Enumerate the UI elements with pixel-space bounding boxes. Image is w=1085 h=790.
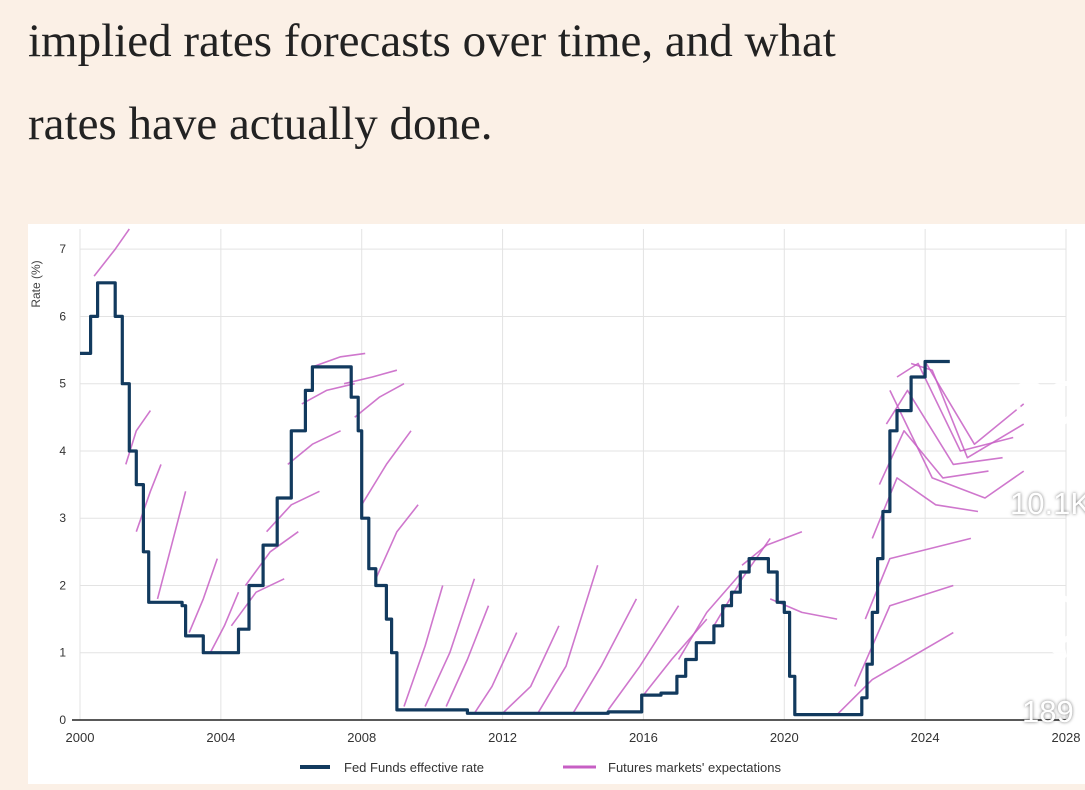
expectation-line-4 xyxy=(188,558,219,633)
expectation-line-38 xyxy=(889,390,1025,499)
expectation-line-32 xyxy=(871,477,979,539)
expectation-line-8 xyxy=(266,490,320,533)
expectation-line-31 xyxy=(864,537,972,620)
headline-line-1: implied rates forecasts over time, and w… xyxy=(28,15,836,67)
expectation-line-15 xyxy=(375,504,419,580)
x-tick-label: 2024 xyxy=(911,730,940,745)
x-tick-label: 2020 xyxy=(770,730,799,745)
y-tick-label: 0 xyxy=(59,713,66,727)
expectation-line-2 xyxy=(135,464,162,532)
y-tick-label: 6 xyxy=(59,309,66,323)
x-tick-label: 2004 xyxy=(206,730,235,745)
headline-line-2: rates have actually done. xyxy=(28,98,493,150)
expectation-line-17 xyxy=(424,578,476,707)
expectations-layer xyxy=(93,228,1025,716)
chart-card: 2000 2004 2008 2012 2016 2020 2024 2028 0 1 2 3 4 5 6 7… xyxy=(28,224,1085,784)
expectation-line-5 xyxy=(209,591,240,654)
expectation-line-9 xyxy=(287,430,341,466)
fed-funds-layer xyxy=(80,281,950,717)
expectation-line-1 xyxy=(125,410,152,465)
y-tick-label: 3 xyxy=(59,511,66,525)
expectation-line-30 xyxy=(853,584,954,687)
expectation-line-13 xyxy=(354,382,405,418)
axis-layer: 2000 2004 2008 2012 2016 2020 2024 2028 0 1 2 3 4 5 6 7 xyxy=(59,242,1080,745)
expectation-line-35 xyxy=(896,362,1014,452)
expectation-line-12 xyxy=(343,369,398,385)
expectation-line-7 xyxy=(244,531,299,586)
fed-funds-line xyxy=(80,281,950,717)
y-tick-label: 2 xyxy=(59,578,66,592)
headline: implied rates forecasts over time, and w… xyxy=(28,0,1068,166)
comment-count: 189 xyxy=(1022,694,1074,729)
expectation-line-3 xyxy=(156,491,187,600)
expectation-line-25 xyxy=(677,571,743,660)
expectation-line-29 xyxy=(836,631,954,716)
expectation-line-6 xyxy=(230,578,285,627)
expectation-line-37 xyxy=(924,361,1025,445)
expectation-line-18 xyxy=(445,605,490,707)
x-tick-label: 2000 xyxy=(66,730,95,745)
legend-label-expectations: Futures markets' expectations xyxy=(608,760,781,775)
y-tick-label: 5 xyxy=(59,377,66,391)
expectation-line-21 xyxy=(537,565,599,714)
grid-layer xyxy=(79,229,1067,720)
expectation-line-14 xyxy=(361,430,412,506)
rates-chart: 2000 2004 2008 2012 2016 2020 2024 2028 0 1 2 3 4 5 6 7… xyxy=(29,228,1080,775)
expectation-line-27 xyxy=(741,530,803,566)
y-tick-label: 1 xyxy=(59,646,66,660)
expectation-line-10 xyxy=(301,382,355,405)
comment-button[interactable] xyxy=(1010,588,1085,660)
x-tick-label: 2008 xyxy=(347,730,376,745)
like-button[interactable] xyxy=(1010,376,1085,442)
x-tick-label: 2028 xyxy=(1052,730,1081,745)
like-count: 10.1K xyxy=(1010,486,1085,521)
expectation-line-19 xyxy=(473,632,518,714)
expectation-line-34 xyxy=(885,389,1003,466)
expectation-line-11 xyxy=(312,352,366,368)
y-tick-label: 4 xyxy=(59,444,66,458)
expectation-line-20 xyxy=(502,625,560,714)
heart-icon xyxy=(1013,381,1081,439)
expectation-line-0 xyxy=(93,228,130,277)
y-axis-label: Rate (%) xyxy=(29,260,43,307)
legend-label-fed-funds: Fed Funds effective rate xyxy=(344,760,484,775)
legend: Fed Funds effective rate Futures markets… xyxy=(300,760,781,775)
expectation-line-16 xyxy=(403,585,444,707)
expectation-line-22 xyxy=(572,598,638,714)
expectation-line-23 xyxy=(607,605,680,711)
expectation-line-33 xyxy=(878,430,989,485)
x-tick-label: 2012 xyxy=(488,730,517,745)
comment-bubble-icon xyxy=(1013,591,1081,659)
expectation-line-36 xyxy=(910,362,1025,459)
x-tick-label: 2016 xyxy=(629,730,658,745)
y-tick-label: 7 xyxy=(59,242,66,256)
